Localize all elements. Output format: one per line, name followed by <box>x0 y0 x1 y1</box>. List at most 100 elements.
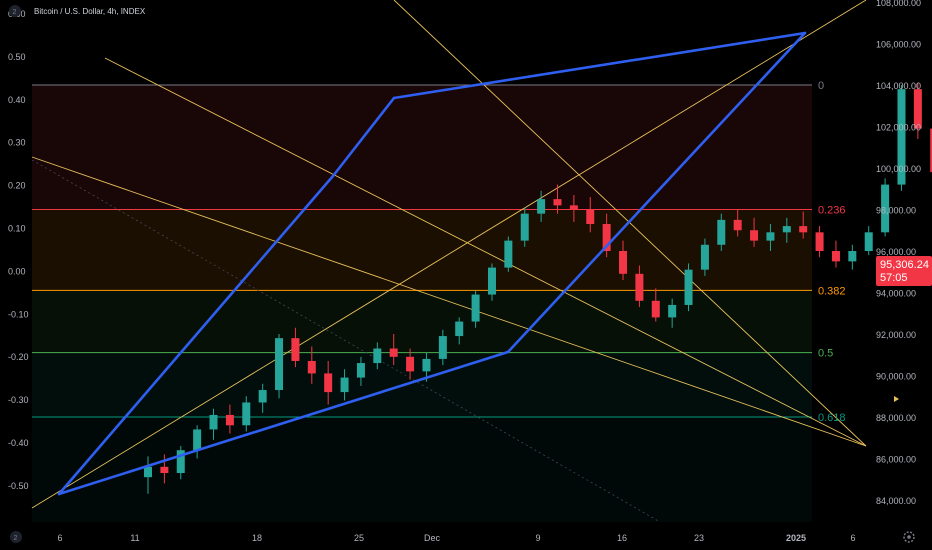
right-axis: 108,000.00 106,000.00 104,000.00 102,000.00… <box>876 0 921 506</box>
candle <box>307 346 316 384</box>
candle-body <box>700 244 709 270</box>
fib-zone <box>32 209 812 291</box>
candle <box>586 197 595 233</box>
candle-body <box>750 230 759 241</box>
candle <box>619 240 628 281</box>
candle <box>291 327 300 368</box>
candle-body <box>504 240 513 268</box>
time-axis-tick: 6 <box>850 533 855 543</box>
candle <box>930 128 932 173</box>
candle-body <box>635 273 644 301</box>
fan-line <box>31 159 661 523</box>
candle-body <box>602 224 611 251</box>
candle <box>864 226 873 256</box>
candle-body <box>930 128 932 173</box>
candle-body <box>438 336 447 359</box>
candle-body <box>242 402 251 426</box>
scroll-arrow-icon[interactable] <box>894 396 899 402</box>
channel-line <box>392 31 807 100</box>
candle <box>897 85 906 191</box>
candle <box>225 404 234 434</box>
right-axis-tick: 98,000.00 <box>876 206 916 216</box>
candle <box>242 396 251 432</box>
right-axis-tick: 96,000.00 <box>876 247 916 257</box>
candle <box>553 184 562 214</box>
settings-gear-icon[interactable] <box>903 531 915 543</box>
candles[interactable] <box>144 82 932 494</box>
candle <box>602 213 611 258</box>
right-axis-tick: 102,000.00 <box>876 123 921 133</box>
candle-body <box>520 213 529 241</box>
time-axis-tick: Dec <box>424 533 441 543</box>
channel-line <box>57 174 335 496</box>
right-axis-tick: 94,000.00 <box>876 289 916 299</box>
candle <box>193 425 202 459</box>
candle-body <box>471 294 480 322</box>
candle-body <box>831 251 840 262</box>
candle-body <box>422 358 431 372</box>
candle-body <box>553 199 562 206</box>
channel-line <box>506 31 807 354</box>
candle-body <box>668 304 677 318</box>
candle-body <box>864 232 873 251</box>
candle-body <box>209 414 218 430</box>
candle-body <box>193 429 202 451</box>
candle <box>455 317 464 345</box>
fan-line <box>393 0 867 447</box>
trend-channel[interactable] <box>57 31 807 496</box>
candle-body <box>389 348 398 357</box>
right-axis-tick: 108,000.00 <box>876 0 921 8</box>
candle-body <box>487 267 496 295</box>
candle-body <box>913 89 922 129</box>
channel-line <box>57 350 510 496</box>
candle-body <box>733 219 742 231</box>
fan-line <box>104 57 867 447</box>
right-axis-tick: 106,000.00 <box>876 40 921 50</box>
candle-body <box>799 226 808 233</box>
candle <box>471 290 480 328</box>
fib-labels: 0 0.236 0.382 0.5 0.618 <box>818 80 846 424</box>
bottom-left-badge[interactable]: 2 <box>10 531 22 543</box>
candle-body <box>340 377 349 393</box>
candle <box>389 334 398 366</box>
candle-body <box>307 360 316 374</box>
right-axis-tick: 88,000.00 <box>876 413 916 423</box>
top-left-badge[interactable]: 2 <box>9 5 21 17</box>
candle <box>537 190 546 222</box>
candle-body <box>881 184 890 233</box>
right-axis-tick: 90,000.00 <box>876 372 916 382</box>
candle <box>815 226 824 258</box>
candle <box>766 224 775 251</box>
candle <box>569 194 578 222</box>
candle <box>700 238 709 276</box>
candle <box>717 213 726 251</box>
right-axis-tick: 100,000.00 <box>876 164 921 174</box>
candle <box>340 369 349 401</box>
fib-zone <box>32 290 812 353</box>
top-left-badge-text: 2 <box>13 9 17 16</box>
fib-label: 0 <box>818 80 824 92</box>
left-axis-tick: -0.50 <box>8 481 29 491</box>
time-axis-tick: 11 <box>130 533 139 543</box>
candle <box>160 454 169 484</box>
left-axis: 0.600.500.400.300.200.100.00-0.10-0.20-0… <box>8 9 29 491</box>
candle-body <box>815 232 824 251</box>
candle <box>831 240 840 268</box>
time-axis-tick: 23 <box>694 533 704 543</box>
candle <box>733 209 742 237</box>
candle-body <box>144 466 152 478</box>
candle <box>881 178 890 237</box>
fan-line <box>31 156 867 447</box>
left-axis-tick: 0.00 <box>8 266 26 276</box>
right-axis-tick: 86,000.00 <box>876 455 916 465</box>
right-axis-tick: 104,000.00 <box>876 81 921 91</box>
candle-body <box>766 232 775 241</box>
candle <box>684 263 693 312</box>
candle <box>438 329 447 366</box>
badge-circle <box>9 5 21 17</box>
candle-body <box>275 338 284 391</box>
price-tag-countdown: 57:05 <box>880 272 908 284</box>
time-axis-tick: 2025 <box>786 533 806 543</box>
price-tag: 95,306.24 57:05 <box>876 256 932 286</box>
